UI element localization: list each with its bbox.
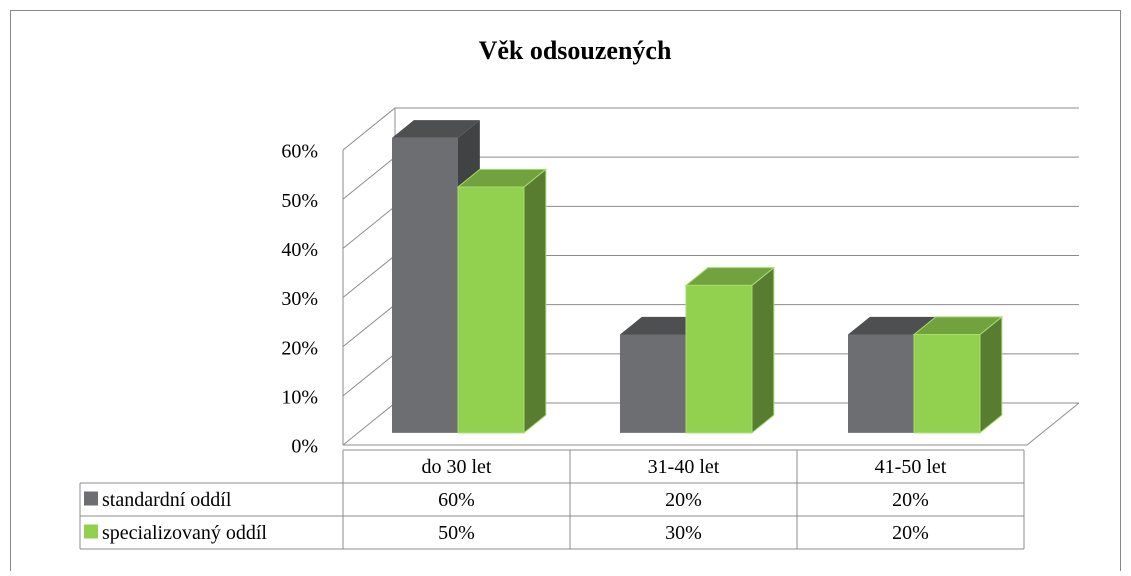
legend-label: standardní oddíl [102,489,232,511]
y-tick-label: 50% [281,190,318,212]
chart-border [10,10,1121,576]
y-tick-label: 60% [281,141,318,163]
floor [343,402,1080,446]
bar-side [979,315,1003,434]
chart-title: Věk odsouzených [479,36,672,65]
data-label: 20% [665,489,702,511]
data-label: 50% [438,522,475,544]
bar [620,334,686,433]
bar [913,333,981,434]
category-label: do 30 let [422,456,492,478]
bar-side [751,266,775,434]
bar-top [848,316,936,335]
grid-line [342,107,1079,151]
legend-swatch [84,491,98,506]
category-label: 41-50 let [875,456,947,478]
data-label: 20% [892,489,929,511]
bar [685,284,753,434]
category-label: 31-40 let [648,456,720,478]
y-tick-label: 30% [281,288,318,310]
bar [392,137,458,433]
bar-side [523,168,547,434]
y-tick-label: 20% [281,337,318,359]
bar-top [392,120,480,138]
data-label: 20% [892,522,929,544]
y-tick-label: 40% [281,239,318,261]
legend-swatch [84,524,98,539]
y-tick-label: 0% [291,436,318,458]
data-label: 30% [665,522,702,544]
bar [848,334,914,433]
y-tick-label: 10% [281,386,318,408]
data-label: 60% [438,489,475,511]
bar [457,186,525,434]
legend-label: specializovaný oddíl [102,522,267,544]
